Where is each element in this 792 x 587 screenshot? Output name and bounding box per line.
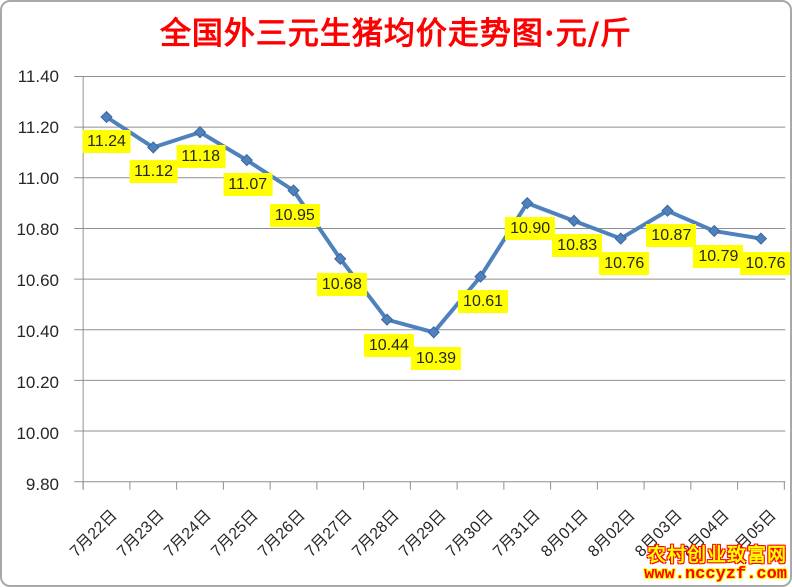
data-point-label: 10.76 bbox=[599, 252, 650, 276]
y-axis-tick-label: 10.20 bbox=[16, 373, 59, 392]
watermark-site-name: 农村创业致富网 bbox=[646, 545, 787, 566]
chart-title: 全国外三元生猪均价走势图·元/斤 bbox=[159, 16, 633, 52]
data-point-marker bbox=[240, 153, 253, 167]
y-axis-tick-label: 9.80 bbox=[25, 475, 59, 494]
data-point-label: 10.90 bbox=[505, 216, 556, 240]
data-point-label: 10.76 bbox=[740, 252, 790, 276]
data-point-marker bbox=[754, 232, 768, 245]
data-point-label: 10.95 bbox=[269, 203, 320, 227]
data-point-label: 11.07 bbox=[223, 173, 273, 197]
data-point-marker bbox=[193, 126, 207, 139]
data-point-label: 11.24 bbox=[82, 129, 131, 153]
data-point-marker bbox=[380, 313, 394, 326]
data-point-label: 10.83 bbox=[552, 234, 603, 258]
watermark-url: www.nccyzf.com bbox=[644, 565, 787, 584]
data-point-label: 11.12 bbox=[129, 160, 179, 184]
data-point-marker bbox=[661, 204, 674, 217]
data-point-marker bbox=[474, 270, 487, 283]
watermark: 农村创业致富网 www.nccyzf.com bbox=[644, 546, 787, 584]
data-point-marker bbox=[334, 252, 347, 266]
data-point-marker bbox=[521, 196, 534, 210]
y-axis-tick-label: 11.00 bbox=[17, 169, 59, 188]
y-axis-tick-label: 10.60 bbox=[16, 271, 59, 290]
data-point-label: 10.79 bbox=[693, 244, 744, 268]
data-point-marker bbox=[427, 326, 440, 339]
data-point-marker bbox=[100, 110, 113, 124]
y-axis-tick-label: 11.40 bbox=[17, 67, 59, 86]
y-axis-tick-label: 10.40 bbox=[16, 322, 59, 341]
data-point-marker bbox=[147, 141, 160, 154]
y-axis-tick-label: 10.00 bbox=[16, 424, 59, 443]
data-point-label: 11.18 bbox=[176, 145, 226, 169]
data-point-marker bbox=[567, 214, 581, 228]
data-point-marker bbox=[287, 184, 300, 197]
data-point-marker bbox=[708, 224, 721, 238]
data-point-label: 10.61 bbox=[458, 290, 509, 314]
y-axis-tick-label: 10.80 bbox=[16, 220, 59, 239]
y-axis-tick-label: 11.20 bbox=[17, 118, 59, 137]
data-point-label: 10.87 bbox=[646, 224, 697, 248]
data-point-marker bbox=[614, 232, 627, 245]
data-point-label: 10.68 bbox=[316, 272, 367, 296]
data-point-label: 10.39 bbox=[410, 346, 462, 370]
data-point-label: 10.44 bbox=[363, 333, 414, 357]
